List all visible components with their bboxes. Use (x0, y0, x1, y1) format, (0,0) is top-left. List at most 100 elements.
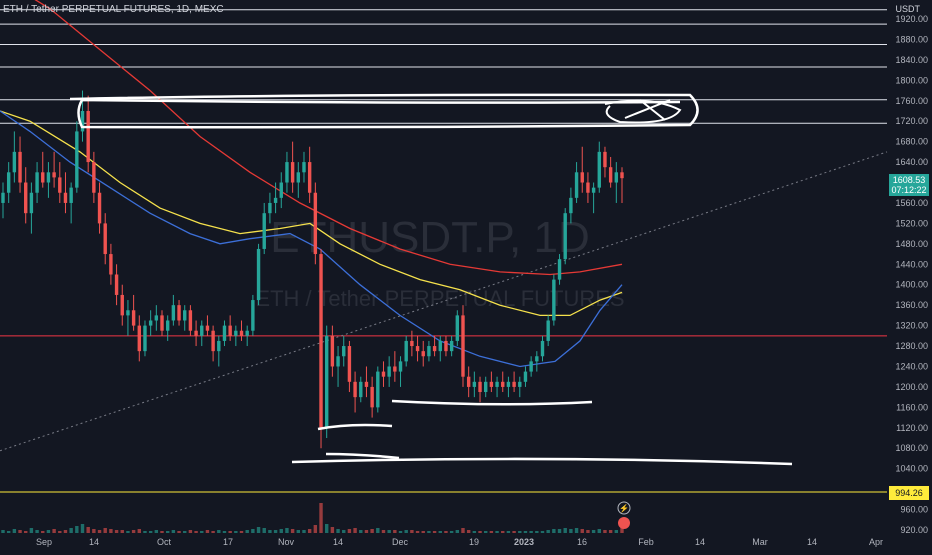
trendline-layer (0, 151, 888, 452)
candle-body (18, 151, 22, 183)
time-tick-label: Dec (392, 537, 409, 547)
candle-body (188, 310, 193, 331)
price-tick-label: 1240.00 (895, 361, 928, 371)
volume-bar (398, 531, 403, 533)
candle-body (24, 182, 28, 214)
candle-body (410, 340, 414, 347)
candle-body (342, 346, 346, 357)
candle-body (177, 305, 181, 321)
time-tick-label: Nov (278, 537, 295, 547)
candle-body (262, 213, 266, 249)
volume-bar (126, 531, 130, 533)
price-tick-label: 1360.00 (895, 300, 928, 310)
volume-bar (324, 524, 329, 533)
dotted-trendline (0, 151, 888, 452)
candle-body (472, 381, 477, 387)
volume-bar (506, 531, 511, 533)
volume-bar (103, 528, 107, 533)
candle-body (432, 346, 437, 352)
volume-bar (347, 529, 352, 533)
volume-bar (574, 528, 579, 533)
volume-bar (404, 530, 408, 533)
volume-bar (120, 530, 124, 533)
volume-bar (472, 531, 477, 533)
volume-bar (234, 531, 238, 533)
time-tick-label: 16 (577, 537, 587, 547)
volume-bar (86, 527, 90, 533)
candle-body (52, 172, 56, 178)
candle-body (484, 381, 488, 393)
candle-body (114, 274, 119, 295)
candle-body (512, 381, 516, 387)
candle-body (200, 325, 204, 336)
last-price-badge: 1608.53 07:12:22 (889, 174, 929, 196)
volume-bar (330, 527, 335, 533)
price-tick-label: 1920.00 (895, 14, 928, 24)
volume-bar (552, 529, 556, 533)
candle-body (245, 330, 249, 336)
candle-body (148, 320, 153, 326)
volume-bar (563, 528, 567, 533)
candle-body (563, 213, 567, 260)
candle-body (347, 346, 352, 382)
volume-bar (364, 530, 369, 533)
volume-bar (279, 529, 283, 533)
price-tick-label: 1040.00 (895, 464, 928, 474)
price-tick-label: 1160.00 (896, 402, 928, 412)
candle-body (29, 192, 34, 214)
candle-body (171, 305, 176, 321)
candle-body (478, 381, 482, 393)
volume-bar (580, 529, 584, 533)
price-tick-label: 1560.00 (895, 198, 928, 208)
candle-body (143, 325, 147, 352)
volume-bar (29, 528, 34, 533)
price-tick-label: 1440.00 (895, 259, 928, 269)
watermark-symbol: ETHUSDT.P, 1D (270, 213, 590, 262)
volume-bar (154, 530, 159, 533)
candle-body (251, 300, 255, 331)
volume-bar (313, 525, 318, 533)
candle-body (154, 315, 159, 321)
candle-body (574, 172, 579, 198)
candle-body (1, 192, 5, 203)
candle-body (120, 294, 124, 316)
candle-body (234, 330, 238, 336)
candle-body (97, 192, 102, 224)
candle-body (290, 162, 295, 183)
volume-bar (183, 531, 187, 533)
candle-body (591, 187, 596, 193)
candle-body (217, 340, 221, 352)
volume-bar (262, 528, 266, 533)
candle-body (404, 340, 408, 362)
candle-body (370, 386, 374, 408)
volume-bar (557, 529, 562, 533)
candle-body (415, 346, 420, 352)
moving-averages (0, 0, 623, 368)
volume-bar (245, 530, 249, 533)
lightning-icon[interactable] (617, 501, 631, 515)
volume-bar (381, 530, 386, 533)
candle-body (256, 248, 261, 301)
volume-bar (75, 526, 79, 533)
volume-bar (410, 530, 414, 533)
time-tick-label: 14 (695, 537, 705, 547)
candle-body (398, 361, 403, 372)
volume-bar (512, 531, 516, 533)
earnings-icon[interactable] (618, 517, 630, 529)
candle-body (205, 325, 210, 331)
volume-bar (614, 530, 619, 533)
bar-countdown: 07:12:22 (891, 185, 927, 195)
candle-body (336, 356, 340, 367)
volume-bar (251, 529, 255, 533)
moving-average-yellow (0, 110, 623, 317)
volume-bar (1, 530, 5, 533)
volume-bar (432, 531, 437, 533)
candle-body (393, 366, 397, 372)
volume-bar (222, 531, 227, 533)
volume-bar (63, 530, 68, 533)
volume-bar (307, 529, 312, 533)
candle-body (506, 381, 511, 387)
volume-bar (591, 530, 596, 533)
volume-bar (495, 531, 499, 533)
